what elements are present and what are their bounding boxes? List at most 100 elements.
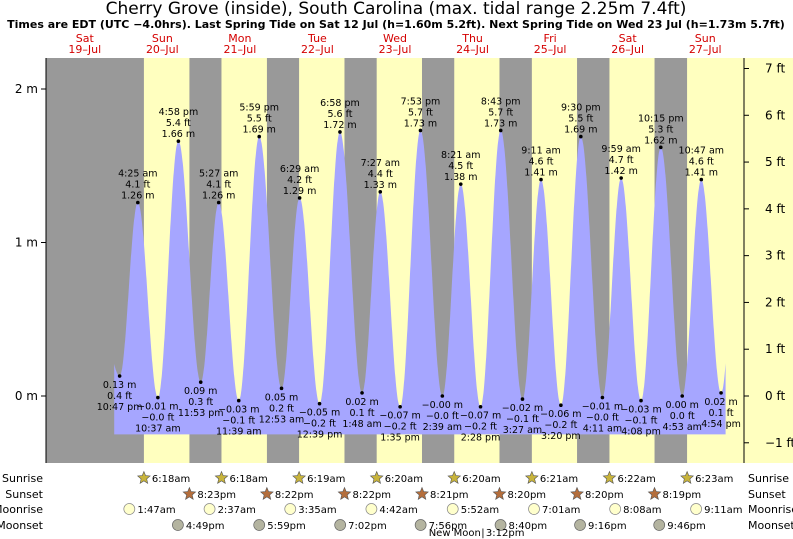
day-label-date: 19–Jul <box>68 43 101 56</box>
sunset-time: 8:20pm <box>507 490 546 501</box>
tide-ft-label: 0.2 ft <box>269 403 294 414</box>
chart-subtitle: Times are EDT (UTC −4.0hrs). Last Spring… <box>7 18 785 31</box>
day-label-dow: Fri <box>544 32 557 45</box>
tide-ft-label: −0.1 ft <box>506 414 539 425</box>
tide-point <box>279 386 284 391</box>
moonrise-time: 9:11am <box>704 505 742 516</box>
sunset-icon <box>415 486 429 500</box>
tide-ft-label: 4.5 ft <box>448 161 473 172</box>
sunrise-time: 6:21am <box>540 474 578 485</box>
tide-m-label: 0.09 m <box>184 386 217 397</box>
day-label-dow: Sun <box>152 32 173 45</box>
moonset-icon <box>414 519 427 531</box>
sunrise-time: 6:18am <box>152 474 190 485</box>
day-label-dow: Thu <box>461 32 483 45</box>
sunset-icon <box>647 486 662 500</box>
tide-time-label: 4:08 pm <box>621 427 661 438</box>
tide-m-label: 1.38 m <box>444 172 477 183</box>
tide-ft-label: 4.6 ft <box>528 157 553 168</box>
sunset-time: 8:19pm <box>663 490 702 501</box>
y-tick-label-left: 2 m <box>15 82 38 96</box>
tide-time-label: 11:53 pm <box>178 408 224 419</box>
tide-time-label: 4:54 pm <box>701 419 741 430</box>
sunset-time: 8:23pm <box>197 490 236 501</box>
tide-area <box>114 130 726 435</box>
tide-ft-label: 0.0 ft <box>670 411 695 422</box>
tide-m-label: 1.29 m <box>283 186 316 197</box>
sunset-icon <box>182 486 197 500</box>
tide-ft-label: 5.5 ft <box>568 114 593 125</box>
chart-title: Cherry Grove (inside), South Carolina (m… <box>106 0 687 19</box>
tide-point <box>216 200 221 205</box>
sunrise-icon <box>524 470 539 484</box>
moonset-icon <box>574 519 586 531</box>
y-tick-label-left: 1 m <box>15 236 38 250</box>
tide-time-label: 8:43 pm <box>481 96 521 107</box>
tide-ft-label: −0.2 ft <box>384 422 417 433</box>
tide-time-label: 1:35 pm <box>380 433 420 444</box>
tide-m-label: 1.26 m <box>121 191 154 202</box>
moonset-time: 4:49pm <box>186 521 225 532</box>
tide-time-label: 10:37 am <box>135 424 180 435</box>
tide-time-label: 6:29 am <box>280 164 319 175</box>
day-label-dow: Sat <box>619 32 638 45</box>
axes: 0 m 1 m 2 m −1 ft 0 ft 1 ft 2 ft 3 ft 4 ft 5 ft 6 … <box>15 58 793 463</box>
day-label-date: 27–Jul <box>689 43 722 56</box>
moonrise-icon <box>690 503 702 515</box>
tide-ft-label: −0.2 ft <box>464 422 497 433</box>
moonset-icon <box>334 519 347 531</box>
y-tick-label-right: 7 ft <box>765 61 785 75</box>
tide-time-label: 12:39 pm <box>297 430 343 441</box>
sunrise-icon <box>136 470 151 484</box>
tide-m-label: 0.02 m <box>704 397 737 408</box>
row-label-right-sunset: Sunset <box>748 488 786 501</box>
moon-phase-label: New Moon <box>429 528 481 539</box>
tide-time-label: 3:27 am <box>503 425 542 436</box>
y-tick-label-right: 3 ft <box>765 249 785 263</box>
y-tick-label-right: −1 ft <box>765 436 793 450</box>
moonset-icon <box>253 519 266 531</box>
tide-m-label: 1.26 m <box>202 191 235 202</box>
tide-point <box>498 128 503 133</box>
sunset-time: 8:22pm <box>275 490 314 501</box>
tide-time-label: 2:28 pm <box>461 433 501 444</box>
tide-point <box>458 182 463 186</box>
tide-time-label: 3:20 pm <box>541 431 581 442</box>
row-label-right-moonrise: Moonrise <box>748 503 793 516</box>
day-labels: Sat19–JulSun20–JulMon21–JulTue22–JulWed2… <box>68 32 721 56</box>
tide-point <box>378 190 383 194</box>
tide-point <box>639 398 643 403</box>
tide-m-label: 1.69 m <box>243 125 276 136</box>
sunset-icon <box>259 486 274 500</box>
day-label-date: 25–Jul <box>534 43 567 56</box>
tide-point <box>198 380 203 384</box>
tide-m-label: 1.72 m <box>323 120 356 131</box>
moonrise-icon <box>528 503 540 515</box>
tide-point <box>539 177 543 182</box>
tide-ft-label: −0.0 ft <box>141 413 174 424</box>
y-tick-label-left: 0 m <box>15 389 38 403</box>
moonrise-time: 4:42am <box>379 505 417 516</box>
tide-ft-label: 0.1 ft <box>350 408 375 419</box>
tide-time-label: 4:25 am <box>118 169 157 180</box>
tide-m-label: 1.42 m <box>604 166 637 177</box>
tide-point <box>658 145 663 150</box>
tide-point <box>579 134 583 139</box>
sunrise-time: 6:20am <box>462 474 500 485</box>
day-label-dow: Wed <box>383 32 407 45</box>
moonrise-time: 3:35am <box>298 505 336 516</box>
tide-m-label: −0.07 m <box>460 411 501 422</box>
tide-m-label: −0.00 m <box>422 400 463 411</box>
y-tick-label-right: 0 ft <box>765 389 785 403</box>
tide-ft-label: 4.1 ft <box>125 180 150 191</box>
tide-m-label: 1.73 m <box>404 118 437 129</box>
tide-m-label: −0.05 m <box>299 408 340 419</box>
day-label-date: 21–Jul <box>223 43 256 56</box>
tide-ft-label: 5.7 ft <box>488 107 513 118</box>
tide-m-label: −0.02 m <box>502 403 543 414</box>
row-label-left-moonset: Moonset <box>0 519 44 532</box>
tide-m-label: 0.05 m <box>265 392 298 403</box>
moonset-time: 9:46pm <box>667 521 706 532</box>
tide-ft-label: 5.5 ft <box>247 114 272 125</box>
